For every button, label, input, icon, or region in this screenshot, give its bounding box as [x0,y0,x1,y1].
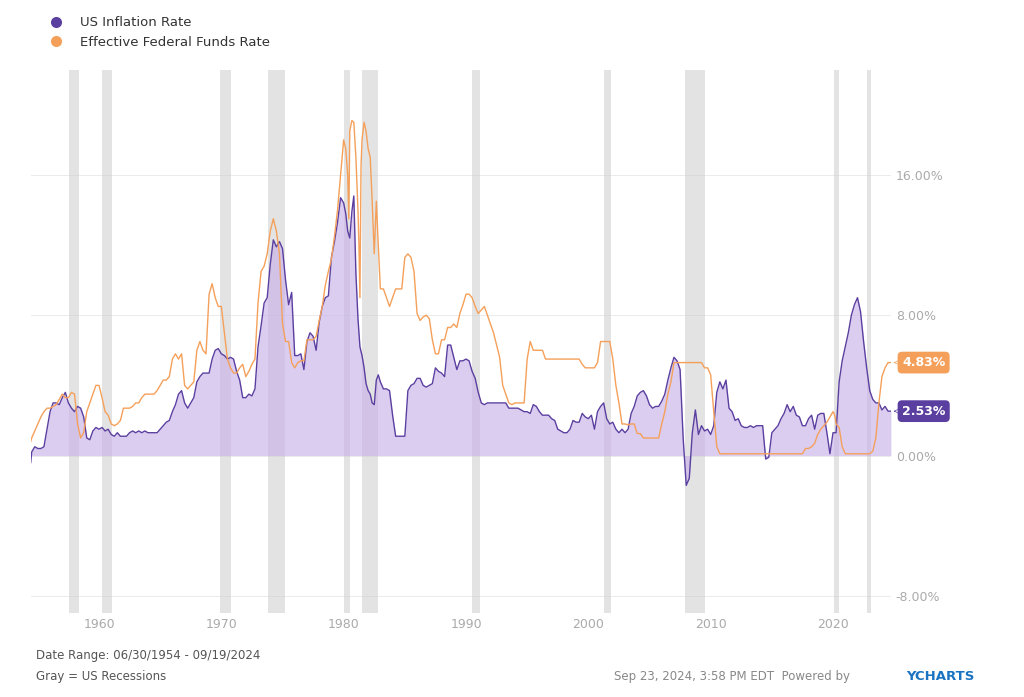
Bar [603,70,610,613]
Bar [268,70,285,613]
Bar [220,70,231,613]
Text: Date Range: 06/30/1954 - 09/19/2024: Date Range: 06/30/1954 - 09/19/2024 [36,649,260,661]
Text: YCHARTS: YCHARTS [906,670,975,682]
Bar [866,70,870,613]
Text: 2.53%: 2.53% [894,405,945,418]
Bar [344,70,350,613]
Legend: US Inflation Rate, Effective Federal Funds Rate: US Inflation Rate, Effective Federal Fun… [37,11,274,54]
Bar [102,70,113,613]
Bar [685,70,705,613]
Bar [70,70,79,613]
Bar [362,70,378,613]
Bar [834,70,839,613]
Bar [472,70,480,613]
Text: Sep 23, 2024, 3:58 PM EDT  Powered by: Sep 23, 2024, 3:58 PM EDT Powered by [614,670,854,682]
Text: Gray = US Recessions: Gray = US Recessions [36,670,166,682]
Text: 4.83%: 4.83% [894,356,945,369]
